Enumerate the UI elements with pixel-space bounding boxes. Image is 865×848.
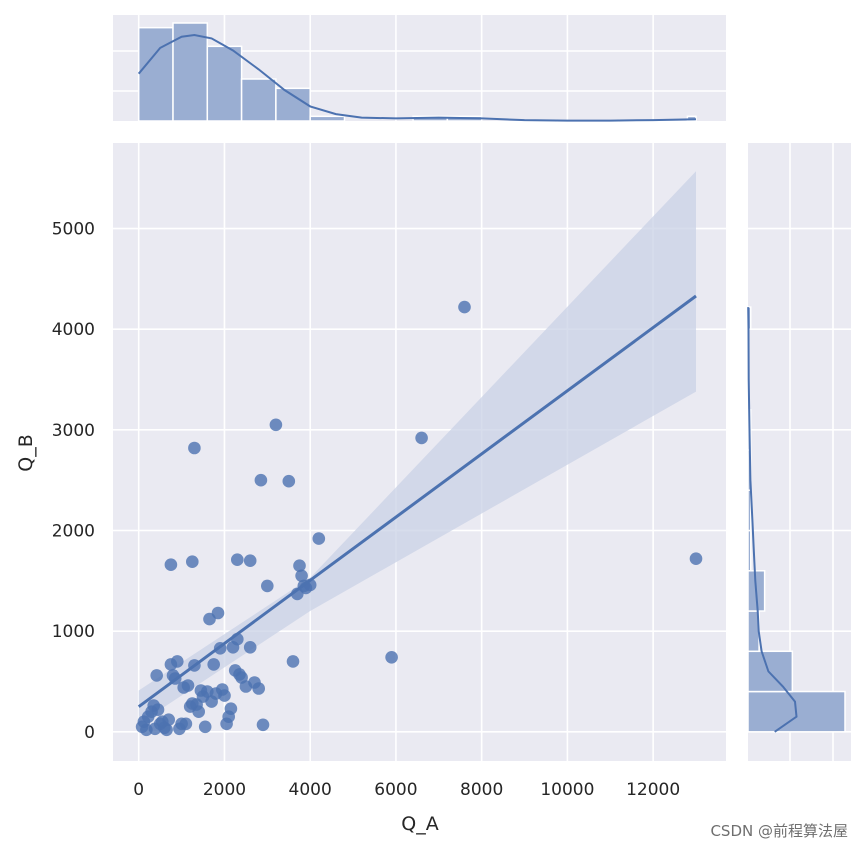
x-tick-label: 6000	[374, 780, 417, 800]
scatter-point	[312, 532, 326, 545]
right-marginal-histogram	[747, 143, 851, 761]
scatter-point	[689, 552, 703, 565]
x-tick-label: 4000	[289, 780, 332, 800]
top-marginal-histogram	[113, 15, 726, 122]
top-histogram-bar	[172, 22, 209, 122]
scatter-point	[164, 558, 178, 571]
top-histogram-bar	[240, 78, 277, 122]
scatter-point	[181, 679, 195, 692]
x-tick-label: 8000	[460, 780, 503, 800]
scatter-point	[243, 554, 257, 567]
scatter-point	[160, 723, 173, 737]
x-tick-label: 10000	[540, 780, 594, 800]
right-kde-curve	[747, 307, 798, 733]
y-tick-label: 1000	[52, 622, 95, 642]
top-histogram-bar	[206, 45, 243, 122]
scatter-point	[256, 718, 270, 732]
watermark-text: CSDN @前程算法屋	[710, 822, 848, 840]
top-histogram-bar	[137, 26, 174, 122]
scatter-point	[150, 669, 163, 682]
y-tick-label: 0	[84, 723, 95, 743]
scatter-point	[198, 720, 212, 734]
scatter-point	[269, 418, 283, 432]
scatter-point	[231, 553, 244, 566]
x-tick-label: 0	[133, 780, 144, 800]
x-tick-label: 12000	[626, 780, 680, 800]
scatter-point	[211, 606, 225, 620]
scatter-point	[286, 655, 300, 668]
scatter-point	[458, 300, 471, 314]
scatter-point	[385, 651, 398, 664]
x-tick-label: 2000	[203, 780, 246, 800]
scatter-point	[261, 579, 274, 593]
y-tick-label: 5000	[52, 220, 95, 240]
scatter-point	[415, 431, 428, 445]
scatter-point	[243, 641, 257, 654]
scatter-point	[293, 559, 306, 572]
scatter-point	[224, 702, 238, 715]
right-histogram-bar	[747, 650, 794, 693]
y-tick-label: 3000	[52, 421, 95, 441]
scatter-point	[151, 703, 165, 716]
scatter-point	[171, 655, 184, 668]
scatter-point	[179, 717, 193, 731]
top-histogram-bar	[275, 87, 311, 122]
top-histogram-bar	[309, 115, 346, 122]
y-tick-label: 4000	[52, 320, 95, 340]
scatter-point	[192, 705, 205, 718]
main-scatter-panel: 0 2000 4000 6000 8000 10000 12000 0 1000 2000 3000…	[52, 143, 726, 800]
scatter-point	[218, 689, 231, 702]
y-axis-label: Q_B	[15, 434, 37, 472]
top-kde-curve	[137, 33, 697, 122]
scatter-point	[282, 474, 296, 488]
scatter-point	[252, 682, 265, 695]
regression-line	[137, 294, 697, 708]
scatter-point	[207, 658, 220, 671]
scatter-point	[254, 473, 268, 487]
scatter-point	[188, 441, 201, 455]
y-tick-label: 2000	[52, 522, 95, 542]
scatter-point	[295, 569, 308, 583]
scatter-point	[162, 713, 175, 726]
scatter-point	[186, 555, 199, 568]
x-axis-label: Q_A	[401, 813, 438, 835]
right-histogram-bar	[747, 529, 752, 572]
